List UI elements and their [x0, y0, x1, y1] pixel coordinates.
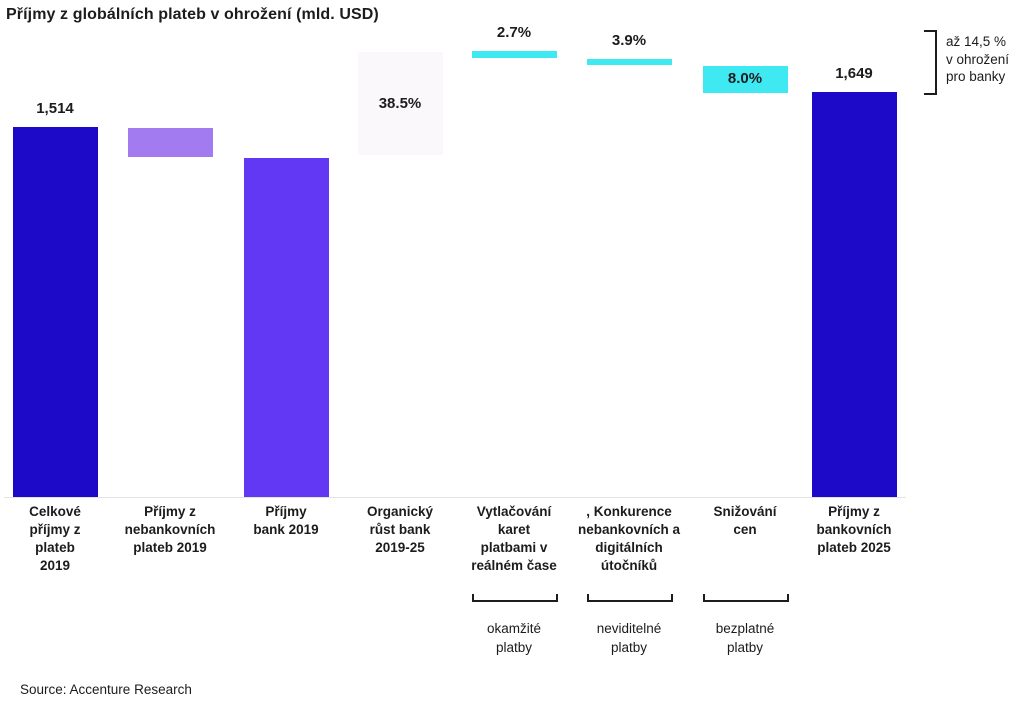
group-bracket	[586, 594, 673, 602]
risk-bracket	[924, 30, 937, 95]
waterfall-bar	[12, 127, 98, 497]
waterfall-bar	[471, 50, 557, 59]
value-label: 2.7%	[496, 23, 532, 41]
waterfall-bar	[702, 65, 788, 94]
waterfall-bar	[127, 127, 213, 158]
column-label: Příjmy bank 2019	[253, 504, 319, 537]
value-label: 1,649	[835, 65, 873, 83]
column-label: , Konkurence nebankovních a digitálních …	[577, 504, 681, 573]
group-label: neviditelné platby	[596, 621, 662, 655]
waterfall-bar	[586, 59, 672, 65]
group-bracket	[702, 594, 789, 602]
x-axis-baseline	[4, 497, 906, 498]
source-attribution: Source: Accenture Research	[20, 682, 192, 697]
waterfall-bar	[357, 51, 443, 156]
group-label: okamžité platby	[486, 621, 542, 655]
value-label: 3.9%	[611, 32, 647, 50]
column-label: Organický růst bank 2019-25	[366, 504, 434, 555]
column-label: Vytlačování karet platbami v reálném čas…	[471, 504, 557, 573]
group-bracket	[471, 594, 558, 602]
waterfall-bar	[811, 92, 897, 497]
column-label: Snižování cen	[713, 504, 777, 537]
column-label: Celkové příjmy z plateb 2019	[29, 504, 81, 573]
column-label: Příjmy z nebankovních plateb 2019	[124, 504, 216, 555]
chart-title: Příjmy z globálních plateb v ohrožení (m…	[6, 6, 379, 23]
value-label: 1,514	[36, 100, 74, 117]
waterfall-bar	[243, 158, 329, 497]
column-label: Příjmy z bankovních plateb 2025	[816, 504, 892, 555]
group-label: bezplatné platby	[715, 621, 775, 655]
risk-annotation: až 14,5 % v ohrožení pro banky	[946, 34, 1010, 84]
value-label: 38.5%	[378, 94, 422, 112]
value-label: 8.0%	[727, 70, 763, 88]
